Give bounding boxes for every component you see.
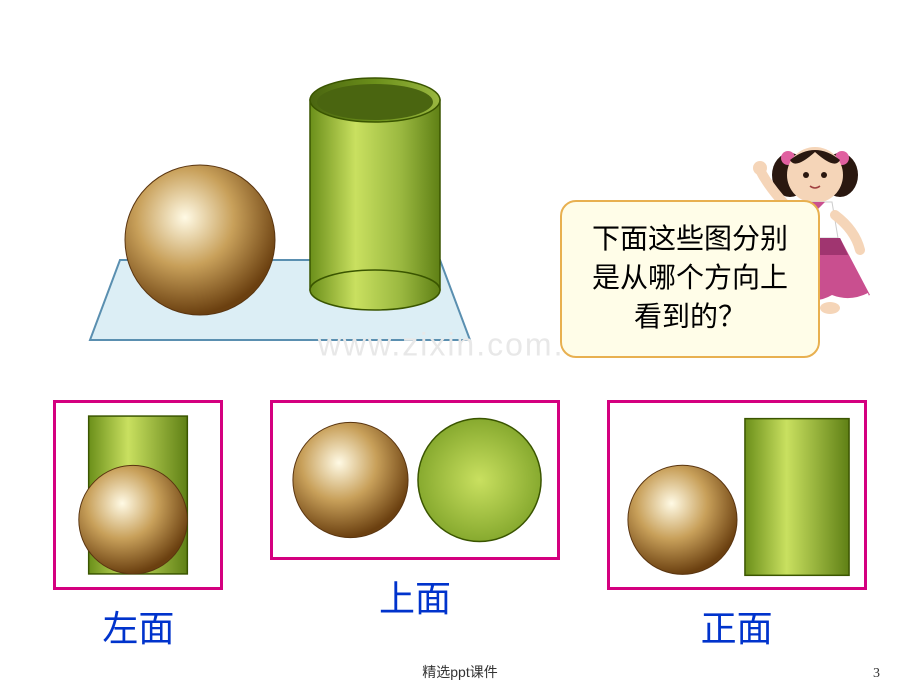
views-section: 左面 上面 bbox=[0, 400, 920, 660]
view-box-front bbox=[607, 400, 867, 590]
speech-bubble: 下面这些图分别是从哪个方向上看到的？ bbox=[560, 200, 820, 358]
view-label-top: 上面 bbox=[379, 570, 451, 622]
view-label-left: 左面 bbox=[102, 600, 174, 652]
view-item-front: 正面 bbox=[607, 400, 867, 652]
top-section: 下面这些图分别是从哪个方向上看到的？ bbox=[0, 20, 920, 370]
page-number: 3 bbox=[873, 666, 880, 682]
main-shapes bbox=[80, 50, 480, 335]
view-box-left bbox=[53, 400, 223, 590]
view-label-front: 正面 bbox=[701, 600, 773, 652]
view-item-left: 左面 bbox=[53, 400, 223, 652]
footer-text: 精选ppt课件 bbox=[422, 662, 497, 682]
view-box-top bbox=[270, 400, 560, 560]
view-item-top: 上面 bbox=[270, 400, 560, 622]
